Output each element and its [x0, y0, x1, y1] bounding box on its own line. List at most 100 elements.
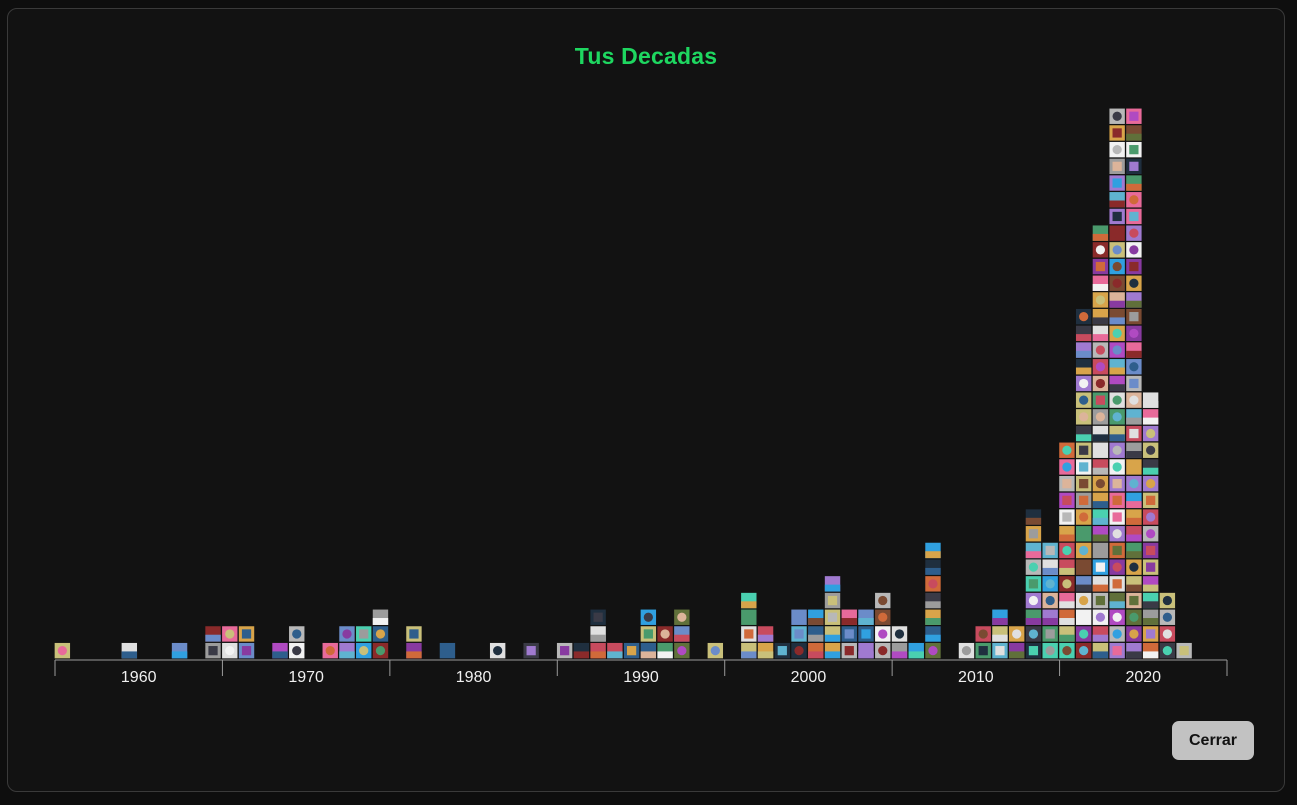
album-cover-tile[interactable] [674, 642, 690, 659]
album-cover-tile[interactable] [1142, 642, 1159, 659]
album-cover-tile[interactable] [222, 642, 238, 659]
album-cover-tile[interactable] [1109, 175, 1125, 191]
album-cover-tile[interactable] [1126, 141, 1142, 158]
album-cover-tile[interactable] [1142, 626, 1159, 642]
album-cover-tile[interactable] [757, 642, 774, 659]
album-cover-tile[interactable] [289, 626, 305, 642]
album-cover-tile[interactable] [1126, 242, 1142, 258]
album-cover-tile[interactable] [841, 642, 857, 659]
album-cover-tile[interactable] [1075, 526, 1092, 542]
album-cover-tile[interactable] [925, 576, 941, 592]
album-cover-tile[interactable] [1092, 609, 1109, 625]
album-cover-tile[interactable] [372, 642, 389, 659]
album-cover-tile[interactable] [1092, 292, 1109, 308]
album-cover-tile[interactable] [1092, 526, 1109, 542]
album-cover-tile[interactable] [841, 609, 857, 625]
album-cover-tile[interactable] [757, 626, 774, 642]
album-cover-tile[interactable] [1126, 526, 1142, 542]
album-cover-tile[interactable] [1126, 475, 1142, 492]
album-cover-tile[interactable] [1092, 475, 1109, 492]
album-cover-tile[interactable] [1126, 642, 1142, 659]
album-cover-tile[interactable] [1142, 492, 1159, 509]
album-cover-tile[interactable] [607, 642, 623, 659]
album-cover-tile[interactable] [992, 642, 1008, 659]
album-cover-tile[interactable] [1092, 359, 1109, 375]
album-cover-tile[interactable] [1059, 526, 1075, 542]
album-cover-tile[interactable] [1075, 342, 1092, 358]
album-cover-tile[interactable] [824, 576, 841, 592]
album-cover-tile[interactable] [590, 642, 606, 659]
album-cover-tile[interactable] [1109, 158, 1125, 175]
album-cover-tile[interactable] [1042, 576, 1058, 592]
album-cover-tile[interactable] [1126, 192, 1142, 208]
album-cover-tile[interactable] [824, 626, 841, 642]
album-cover-tile[interactable] [640, 626, 657, 642]
album-cover-tile[interactable] [1159, 592, 1176, 609]
album-cover-tile[interactable] [925, 642, 941, 659]
album-cover-tile[interactable] [1092, 325, 1109, 342]
album-cover-tile[interactable] [1092, 626, 1109, 642]
album-cover-tile[interactable] [1126, 175, 1142, 191]
album-cover-tile[interactable] [1142, 425, 1159, 442]
album-cover-tile[interactable] [1126, 292, 1142, 308]
album-cover-tile[interactable] [791, 626, 807, 642]
album-cover-tile[interactable] [1109, 475, 1125, 492]
album-cover-tile[interactable] [1126, 626, 1142, 642]
album-cover-tile[interactable] [1092, 275, 1109, 291]
album-cover-tile[interactable] [1142, 459, 1159, 475]
album-cover-tile[interactable] [674, 626, 690, 642]
album-cover-tile[interactable] [1109, 559, 1125, 575]
album-cover-tile[interactable] [1109, 258, 1125, 275]
album-cover-tile[interactable] [205, 626, 221, 642]
album-cover-tile[interactable] [1025, 559, 1042, 575]
album-cover-tile[interactable] [1042, 609, 1058, 625]
album-cover-tile[interactable] [1126, 258, 1142, 275]
album-cover-tile[interactable] [1109, 392, 1125, 408]
album-cover-tile[interactable] [875, 609, 891, 625]
album-cover-tile[interactable] [523, 642, 539, 659]
album-cover-tile[interactable] [1142, 559, 1159, 575]
album-cover-tile[interactable] [1042, 642, 1058, 659]
album-cover-tile[interactable] [1042, 542, 1058, 559]
album-cover-tile[interactable] [1126, 492, 1142, 509]
album-cover-tile[interactable] [1075, 359, 1092, 375]
album-cover-tile[interactable] [1142, 542, 1159, 559]
album-cover-tile[interactable] [1126, 592, 1142, 609]
album-cover-tile[interactable] [1142, 392, 1159, 408]
album-cover-tile[interactable] [858, 642, 874, 659]
album-cover-tile[interactable] [1025, 526, 1042, 542]
album-cover-tile[interactable] [1109, 509, 1125, 525]
album-cover-tile[interactable] [808, 626, 824, 642]
album-cover-tile[interactable] [238, 626, 255, 642]
album-cover-tile[interactable] [1042, 592, 1058, 609]
album-cover-tile[interactable] [925, 559, 941, 575]
album-cover-tile[interactable] [1109, 292, 1125, 308]
album-cover-tile[interactable] [1109, 125, 1125, 141]
album-cover-tile[interactable] [1075, 542, 1092, 559]
album-cover-tile[interactable] [858, 609, 874, 625]
album-cover-tile[interactable] [1109, 242, 1125, 258]
album-cover-tile[interactable] [1126, 576, 1142, 592]
album-cover-tile[interactable] [1109, 325, 1125, 342]
album-cover-tile[interactable] [1092, 375, 1109, 392]
album-cover-tile[interactable] [1075, 626, 1092, 642]
album-cover-tile[interactable] [1126, 225, 1142, 241]
album-cover-tile[interactable] [1059, 559, 1075, 575]
album-cover-tile[interactable] [1142, 442, 1159, 458]
album-cover-tile[interactable] [406, 626, 422, 642]
album-cover-tile[interactable] [222, 626, 238, 642]
album-cover-tile[interactable] [1159, 609, 1176, 625]
album-cover-tile[interactable] [590, 609, 606, 625]
album-cover-tile[interactable] [1075, 425, 1092, 442]
album-cover-tile[interactable] [1092, 442, 1109, 458]
album-cover-tile[interactable] [205, 642, 221, 659]
album-cover-tile[interactable] [1109, 409, 1125, 425]
album-cover-tile[interactable] [289, 642, 305, 659]
album-cover-tile[interactable] [1092, 509, 1109, 525]
album-cover-tile[interactable] [1092, 258, 1109, 275]
album-cover-tile[interactable] [372, 609, 389, 625]
album-cover-tile[interactable] [640, 642, 657, 659]
album-cover-tile[interactable] [1159, 642, 1176, 659]
album-cover-tile[interactable] [1126, 359, 1142, 375]
album-cover-tile[interactable] [1092, 392, 1109, 408]
